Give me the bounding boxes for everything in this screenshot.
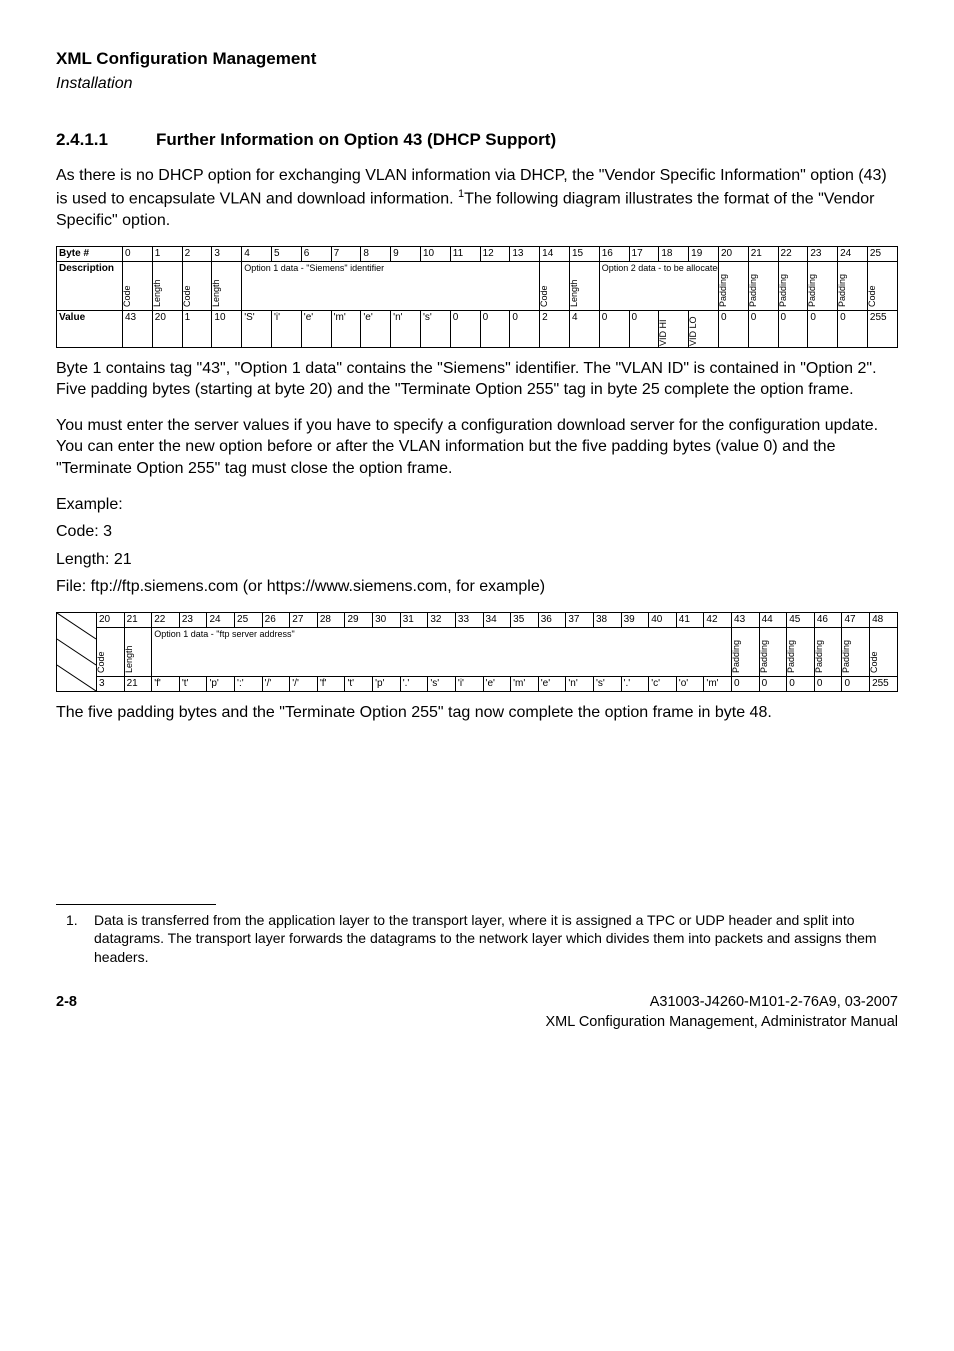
- footnote: 1. Data is transferred from the applicat…: [56, 911, 898, 968]
- example-label: Example:: [56, 494, 898, 516]
- footnote-number: 1.: [56, 911, 94, 968]
- section-title: Further Information on Option 43 (DHCP S…: [156, 130, 556, 149]
- footnote-text: Data is transferred from the application…: [94, 911, 898, 968]
- doc-title: XML Configuration Management: [56, 48, 898, 71]
- byte-table-1: Byte #0123456789101112131415161718192021…: [56, 246, 898, 348]
- section-heading: 2.4.1.1 Further Information on Option 43 …: [56, 129, 898, 152]
- paragraph: You must enter the server values if you …: [56, 415, 898, 480]
- footnote-rule: [56, 904, 216, 905]
- paragraph: The five padding bytes and the "Terminat…: [56, 702, 898, 724]
- intro-paragraph: As there is no DHCP option for exchangin…: [56, 165, 898, 231]
- footer-doc-name: XML Configuration Management, Administra…: [546, 1013, 898, 1033]
- doc-subtitle: Installation: [56, 73, 898, 95]
- file-line: File: ftp://ftp.siemens.com (or https://…: [56, 576, 898, 598]
- page-number: 2-8: [56, 993, 77, 1032]
- footer-doc-id: A31003-J4260-M101-2-76A9, 03-2007: [546, 993, 898, 1013]
- code-line: Code: 3: [56, 521, 898, 543]
- page-footer: 2-8 A31003-J4260-M101-2-76A9, 03-2007 XM…: [56, 993, 898, 1032]
- section-number: 2.4.1.1: [56, 129, 108, 152]
- length-line: Length: 21: [56, 549, 898, 571]
- paragraph: Byte 1 contains tag "43", "Option 1 data…: [56, 358, 898, 401]
- byte-table-2: 2021222324252627282930313233343536373839…: [56, 612, 898, 692]
